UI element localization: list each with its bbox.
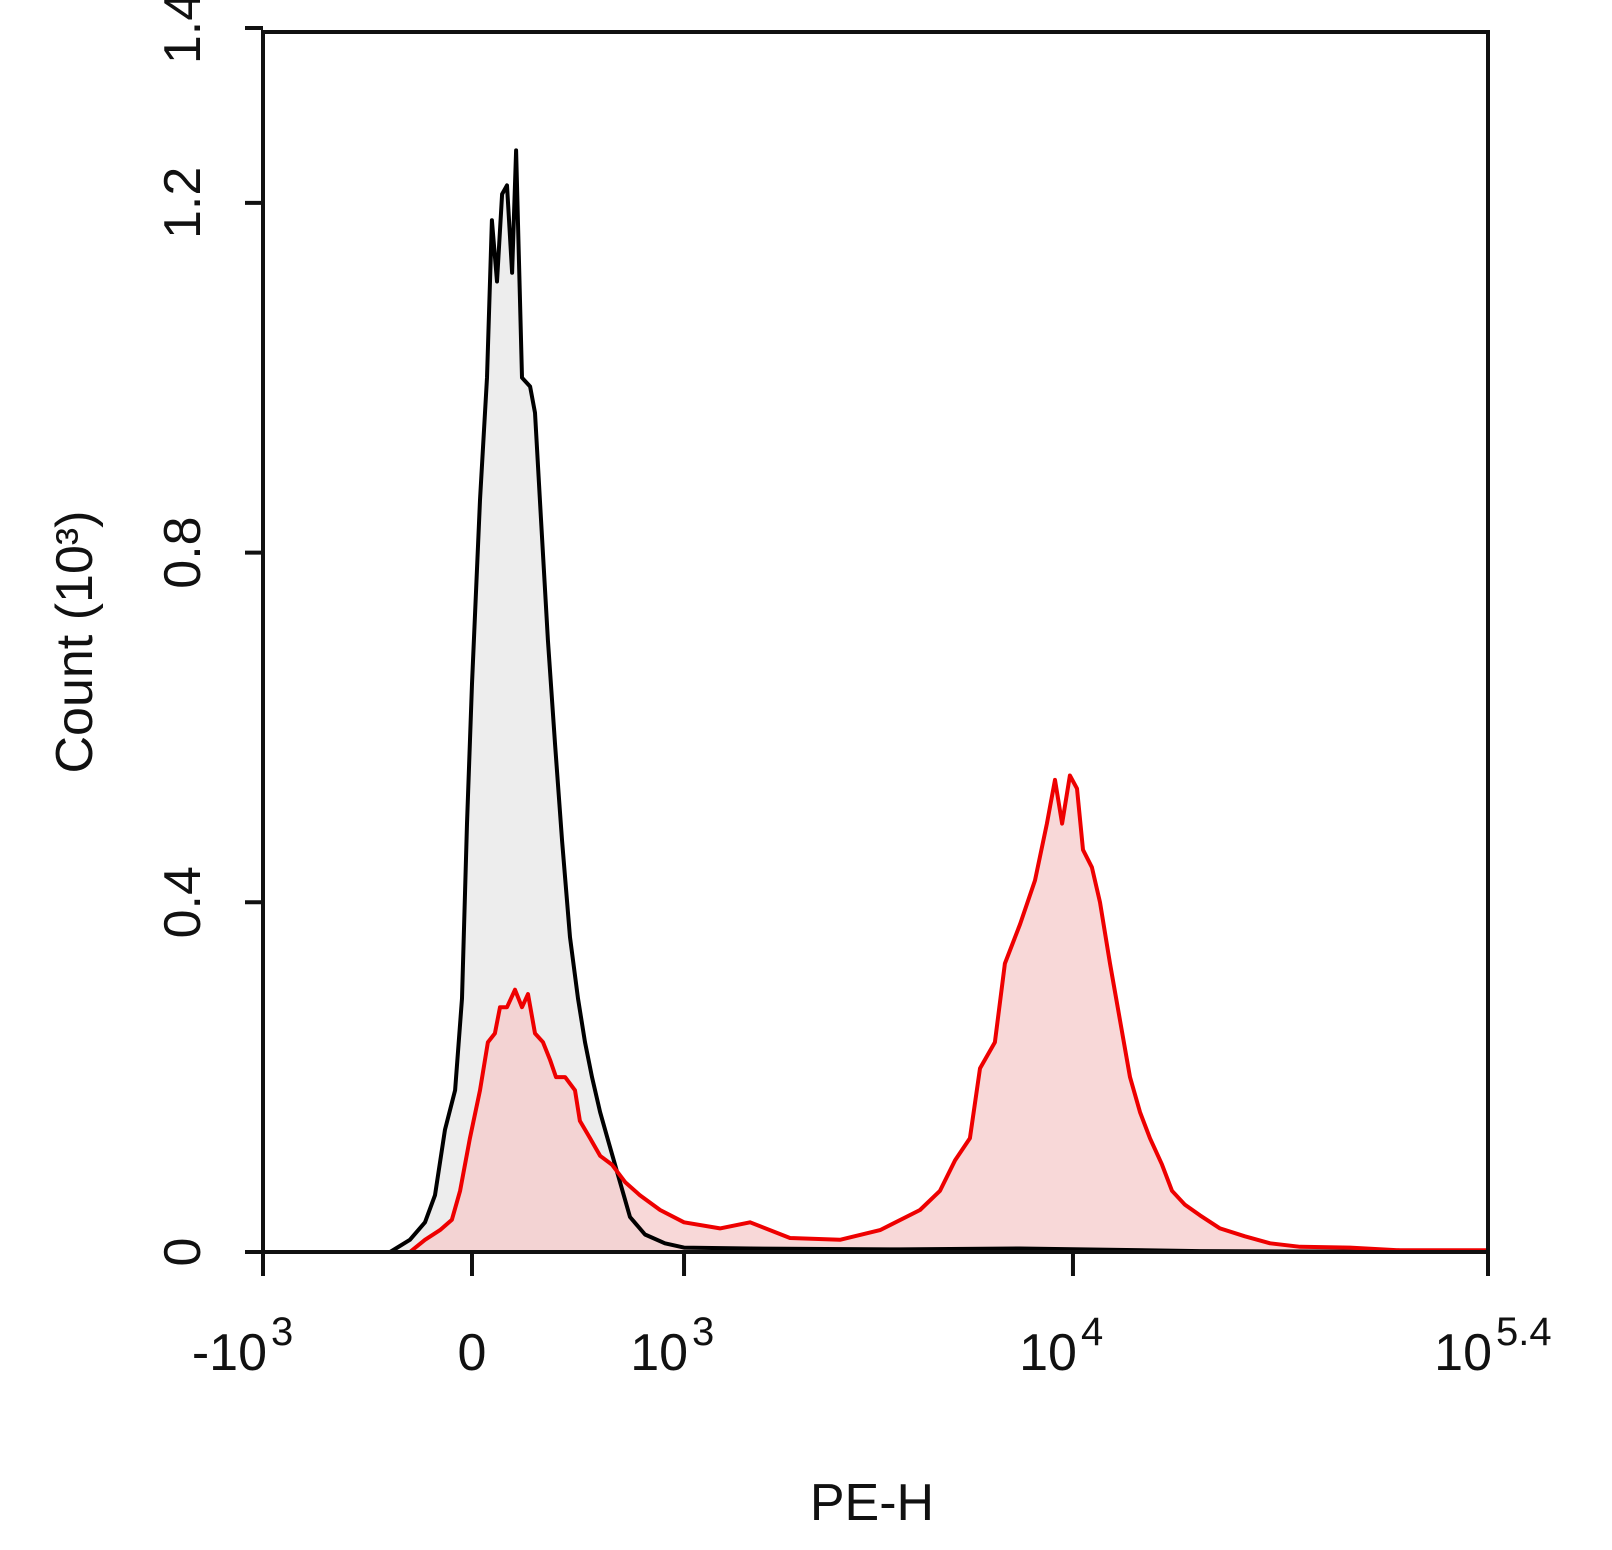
y-tick-label: 1.4 [154,0,212,64]
x-tick-exponent: 3 [271,1310,293,1354]
y-tick-label: 0 [154,1238,212,1267]
x-tick-exponent: 3 [692,1310,714,1354]
x-tick-label: 10 [630,1324,688,1382]
x-tick-label: 0 [458,1324,487,1382]
x-tick-label-group: -10 3 [192,1310,293,1382]
x-tick-exponent: 5.4 [1496,1310,1552,1354]
series-line [408,773,1488,1254]
y-axis-label: Count (10³) [46,511,104,774]
x-tick-label: -10 [192,1324,267,1382]
y-tick-label: 0.8 [154,516,212,588]
series-line [389,148,1489,1254]
x-tick-label-group: 10 5.4 [1434,1310,1551,1382]
x-tick-label: 10 [1434,1324,1492,1382]
x-tick-label: 10 [1019,1324,1077,1382]
plot-frame [261,30,1490,1254]
y-tick-label: 0.4 [154,866,212,938]
x-tick-label-group: 10 4 [1019,1310,1103,1382]
x-tick-label-group: 10 3 [630,1310,714,1382]
series-area [409,775,1488,1252]
x-tick-exponent: 4 [1081,1310,1103,1354]
x-axis-label: PE-H [810,1474,934,1532]
y-tick-label: 1.2 [154,167,212,239]
